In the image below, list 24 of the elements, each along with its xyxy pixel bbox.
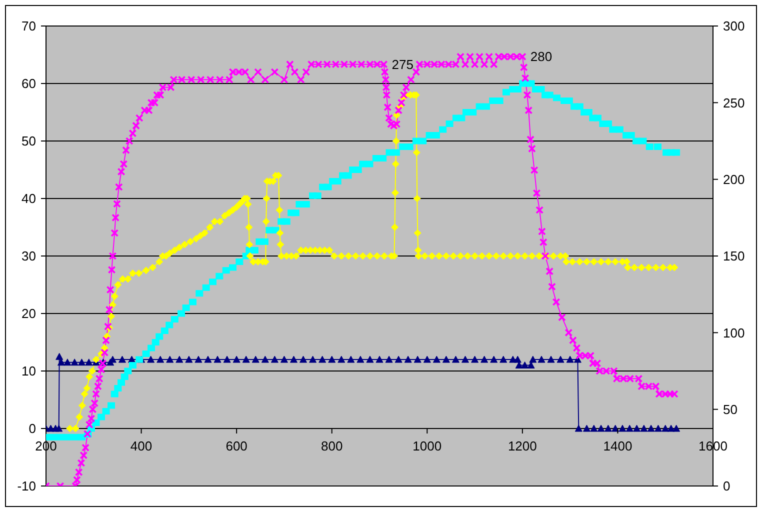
x-tick-label: 1400 [603, 438, 632, 454]
y2-tick-label: 100 [723, 325, 745, 340]
y2-tick-label: 50 [723, 402, 738, 417]
y-tick-label: 20 [22, 306, 36, 322]
y-tick-label: 30 [22, 248, 36, 264]
data-label: 275 [392, 56, 414, 72]
y-tick-label: 70 [22, 18, 36, 34]
y-tick-label: 40 [22, 191, 36, 206]
y2-tick-label: 300 [723, 18, 745, 34]
y-tick-label: -10 [17, 478, 36, 494]
data-label: 280 [530, 49, 552, 64]
x-tick-label: 1200 [508, 438, 537, 454]
y-tick-label: 50 [22, 134, 36, 149]
y-tick-label: 10 [22, 364, 36, 379]
y2-tick-label: 200 [723, 172, 745, 187]
x-tick-label: 1000 [412, 438, 442, 454]
x-tick-label: 600 [226, 438, 248, 454]
y2-tick-label: 0 [723, 478, 730, 494]
y2-tick-label: 250 [723, 95, 745, 110]
x-tick-label: 400 [130, 438, 152, 454]
y-tick-label: 60 [22, 76, 36, 92]
y2-tick-label: 150 [723, 248, 745, 264]
y-tick-label: 0 [28, 421, 36, 436]
x-tick-label: 800 [321, 438, 343, 454]
